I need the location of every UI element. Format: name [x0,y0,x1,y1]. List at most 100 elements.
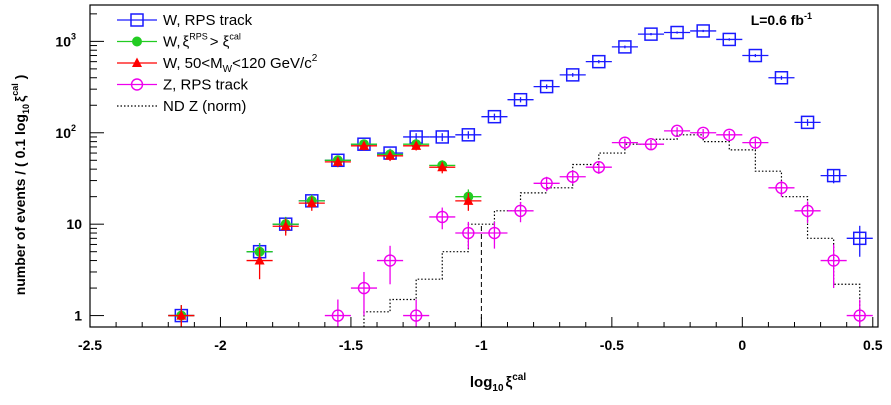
marker-open-circle [670,124,684,138]
marker-open-square [670,25,684,40]
marker-open-circle [130,78,144,91]
marker-open-circle [749,136,762,149]
marker-filled-triangle [411,140,422,150]
marker-open-square [644,27,658,41]
marker-open-square [800,115,815,130]
marker-open-square [461,128,476,142]
luminosity-label: L=0.6 fb-1 [751,11,812,28]
legend-label-part: 2 [312,53,318,64]
marker-open-circle [696,126,710,139]
x-axis-title-symbol: ξ [506,374,513,391]
legend-label-part: ND Z (norm) [163,98,246,115]
y-tick-label-base: 10 [55,125,71,141]
marker-open-square [513,92,528,107]
x-tick-label: 0.5 [863,337,883,353]
marker-open-square [565,68,580,82]
marker-open-circle [409,309,423,322]
x-tick-label: -2.5 [78,337,102,353]
legend-label-part: W, [163,34,181,51]
marker-open-circle [436,210,449,224]
marker-open-square [774,70,789,85]
y-tick-label-base: 10 [55,33,71,49]
marker-open-circle [775,181,788,195]
marker-open-circle [723,128,736,142]
x-tick-label: 0 [738,337,746,353]
marker-filled-triangle [437,161,448,172]
marker-filled-triangle [254,255,265,265]
x-tick-label: -2 [214,337,227,353]
marker-open-square [748,48,763,63]
marker-open-square [696,24,710,38]
plot-marks [168,24,873,327]
marker-open-circle [566,170,579,183]
luminosity-text: L=0.6 fb [751,12,804,28]
marker-open-circle [827,254,840,267]
marker-open-circle [592,161,606,174]
legend-label: W, RPS track [163,12,253,29]
marker-filled-circle [132,36,142,47]
y-axis-title: number of events / ( 0.1 log10 ξcal ) [10,75,31,296]
marker-open-square [487,109,502,124]
marker-open-circle [853,309,866,322]
legend-label-part: ξ [183,34,190,51]
marker-open-square [130,13,144,27]
marker-open-square [852,231,867,246]
y-axis-title-text: number of events / ( 0.1 log [12,114,28,295]
x-axis-title-sup: cal [512,372,526,383]
marker-filled-triangle [280,220,291,231]
y-tick-label: 1 [74,308,82,324]
marker-filled-triangle [358,140,369,150]
marker-open-circle [357,281,371,295]
x-tick-label: -1.5 [339,337,363,353]
y-axis-title-sub: 10 [21,104,31,114]
marker-open-square [592,54,606,69]
legend-label-part: RPS [189,32,208,42]
marker-open-circle [540,177,553,190]
marker-open-circle [801,204,814,218]
y-tick-label-exponent: 2 [71,123,76,133]
legend-label-part: W, RPS track [163,12,253,29]
legend-label: W, 50<MW<120 GeV/c2 [163,53,318,75]
marker-open-circle [462,226,475,240]
legend-label-part: Z, RPS track [163,77,249,94]
marker-open-circle [383,254,397,267]
marker-open-square [826,168,841,183]
y-tick-label-exponent: 3 [71,31,76,41]
legend-entry: ND Z (norm) [117,98,246,115]
marker-filled-triangle [306,197,317,208]
marker-open-square [722,32,737,47]
x-axis-title-text: log [470,374,493,391]
legend-label: Z, RPS track [163,77,249,94]
marker-filled-triangle [385,150,396,160]
marker-open-square [539,79,554,94]
legend-label: ND Z (norm) [163,98,246,115]
x-axis-title-sub: 10 [492,383,504,394]
plot-frame [89,4,879,328]
marker-open-circle [644,137,658,151]
series-open-circle [324,124,873,327]
marker-open-square [435,130,450,144]
marker-filled-triangle [132,57,142,67]
legend-label: W, ξRPS > ξcal [163,32,241,51]
legend-entry: Z, RPS track [117,77,249,94]
y-tick-label: 10 [66,216,82,232]
y-axis-title-sup: cal [10,83,20,96]
legend-entry: W, RPS track [117,12,253,29]
legend-entry: W, ξRPS > ξcal [117,32,241,51]
y-axis-title-symbol: ξ [12,95,28,102]
marker-filled-triangle [176,310,187,320]
marker-open-circle [331,309,345,322]
x-axis-title: log10 ξcal [470,372,526,394]
marker-filled-triangle [332,156,343,166]
y-tick-label: 103 [55,31,76,49]
series-filled-triangle [168,140,482,327]
luminosity-exponent: -1 [804,11,812,21]
marker-filled-triangle [463,195,474,205]
legend-label-part: <120 GeV/c [232,55,312,72]
legend-label-part: cal [229,32,241,42]
y-tick-label: 102 [55,123,76,141]
legend: W, RPS track W, ξRPS > ξcal W, 50<MW<120 GeV… [117,12,318,115]
legend-label-part: W, 50<M [163,55,223,72]
